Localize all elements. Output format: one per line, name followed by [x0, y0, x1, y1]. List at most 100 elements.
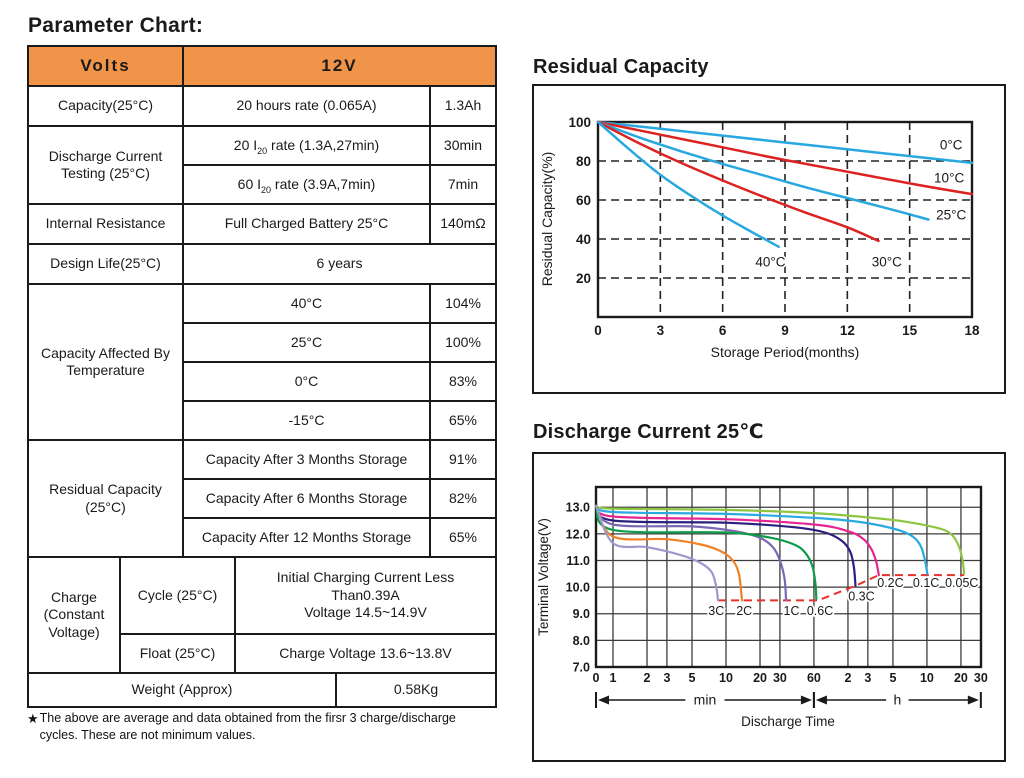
table-row: Discharge Current Testing (25°C) 20 I20 …: [27, 125, 497, 205]
residual-capacity-label: Residual Capacity (25°C): [27, 439, 184, 558]
footnote-line2: cycles. These are not minimum values.: [39, 727, 256, 742]
temp-0-value: 83%: [429, 361, 497, 402]
svg-text:20: 20: [753, 671, 767, 685]
weight-value: 0.58Kg: [335, 672, 497, 708]
svg-text:13.0: 13.0: [566, 501, 590, 515]
discharge-testing-value-2: 7min: [429, 164, 497, 205]
cycle-value-line3: Voltage 14.5~14.9V: [304, 604, 427, 621]
internal-resistance-value: 140mΩ: [429, 203, 497, 245]
svg-text:Discharge Time: Discharge Time: [741, 714, 835, 729]
star-icon: ★: [27, 711, 39, 726]
svg-text:Terminal Voltage(V): Terminal Voltage(V): [536, 518, 551, 636]
svg-text:1: 1: [610, 671, 617, 685]
svg-text:3C: 3C: [708, 604, 724, 618]
svg-text:6: 6: [719, 323, 727, 338]
temp-25-value: 100%: [429, 322, 497, 363]
storage-6m-label: Capacity After 6 Months Storage: [182, 478, 431, 519]
table-row: Float (25°C) Charge Voltage 13.6~13.8V: [28, 633, 497, 674]
rate2-subscript: 20: [261, 184, 272, 195]
svg-text:3: 3: [657, 323, 665, 338]
svg-text:h: h: [893, 692, 901, 708]
table-row: 60 I20 rate (3.9A,7min) 7min: [28, 164, 497, 205]
temp-25-label: 25°C: [182, 322, 431, 363]
discharge-testing-label: Discharge Current Testing (25°C): [27, 125, 184, 205]
discharge-current-chart-title: Discharge Current 25℃: [533, 421, 764, 443]
svg-text:0°C: 0°C: [940, 137, 963, 152]
svg-text:30°C: 30°C: [872, 254, 902, 269]
temp-0-label: 0°C: [182, 361, 431, 402]
table-row: Capacity Affected By Temperature 40°C 10…: [27, 283, 497, 441]
svg-text:100: 100: [568, 115, 591, 130]
temp-40-value: 104%: [429, 283, 497, 324]
svg-text:0.6C: 0.6C: [807, 604, 833, 618]
rate1-subscript: 20: [257, 145, 268, 156]
svg-text:30: 30: [773, 671, 787, 685]
svg-text:0.05C: 0.05C: [945, 576, 978, 590]
table-row: -15°C 65%: [28, 400, 497, 441]
svg-text:10.0: 10.0: [566, 581, 590, 595]
svg-text:2: 2: [644, 671, 651, 685]
discharge-testing-rate-1: 20 I20 rate (1.3A,27min): [182, 125, 431, 166]
svg-text:0: 0: [593, 671, 600, 685]
svg-text:10: 10: [920, 671, 934, 685]
footnote: ★ The above are average and data obtaine…: [27, 710, 456, 744]
discharge-testing-value-1: 30min: [429, 125, 497, 166]
svg-text:10: 10: [719, 671, 733, 685]
capacity-desc: 20 hours rate (0.065A): [182, 85, 431, 127]
page-title: Parameter Chart:: [28, 14, 204, 37]
svg-text:0.1C: 0.1C: [913, 576, 939, 590]
svg-text:20: 20: [576, 271, 591, 286]
table-row: Internal Resistance Full Charged Battery…: [27, 203, 497, 245]
internal-resistance-desc: Full Charged Battery 25°C: [182, 203, 431, 245]
capacity-label: Capacity(25°C): [27, 85, 184, 127]
storage-12m-value: 65%: [429, 517, 497, 558]
table-row: Capacity(25°C) 20 hours rate (0.065A) 1.…: [27, 85, 497, 127]
weight-label: Weight (Approx): [27, 672, 337, 708]
svg-text:3: 3: [663, 671, 670, 685]
svg-text:15: 15: [902, 323, 918, 338]
cycle-label: Cycle (25°C): [119, 556, 236, 635]
capacity-temperature-label: Capacity Affected By Temperature: [27, 283, 184, 441]
parameter-table: Volts 12V Capacity(25°C) 20 hours rate (…: [27, 45, 497, 708]
table-row: Weight (Approx) 0.58Kg: [27, 672, 497, 708]
svg-text:5: 5: [689, 671, 696, 685]
svg-text:0.3C: 0.3C: [848, 589, 874, 603]
internal-resistance-label: Internal Resistance: [27, 203, 184, 245]
residual-capacity-chart-title: Residual Capacity: [533, 56, 709, 78]
svg-text:11.0: 11.0: [566, 554, 590, 568]
temp-minus15-label: -15°C: [182, 400, 431, 441]
cycle-value: Initial Charging Current Less Than0.39A …: [234, 556, 497, 635]
footnote-line1: The above are average and data obtained …: [39, 711, 456, 725]
discharge-current-chart: 13.0 12.0 11.0 10.0 9.0 8.0 7.0 0 1 2 3 5 10 20 30 60 2 3…: [532, 452, 1006, 762]
storage-6m-value: 82%: [429, 478, 497, 519]
svg-text:0: 0: [594, 323, 602, 338]
svg-text:40: 40: [576, 232, 591, 247]
footnote-text: The above are average and data obtained …: [40, 710, 456, 744]
svg-text:9.0: 9.0: [573, 607, 590, 621]
table-row: 25°C 100%: [28, 322, 497, 363]
temp-minus15-value: 65%: [429, 400, 497, 441]
svg-text:40°C: 40°C: [755, 254, 785, 269]
svg-text:5: 5: [889, 671, 896, 685]
residual-capacity-plot: 100 80 60 40 20 0 3 6 9 12 15 18 Storage Period(mont…: [539, 115, 980, 360]
table-row: Capacity After 12 Months Storage 65%: [28, 517, 497, 558]
storage-12m-label: Capacity After 12 Months Storage: [182, 517, 431, 558]
temp-40-label: 40°C: [182, 283, 431, 324]
design-life-label: Design Life(25°C): [27, 243, 184, 285]
svg-text:min: min: [694, 692, 717, 708]
svg-text:Residual Capacity(%): Residual Capacity(%): [539, 152, 555, 287]
table-row: 0°C 83%: [28, 361, 497, 402]
table-header-volts: Volts: [27, 45, 184, 87]
svg-text:80: 80: [576, 154, 591, 169]
svg-text:1C: 1C: [784, 604, 800, 618]
svg-text:3: 3: [864, 671, 871, 685]
svg-text:10°C: 10°C: [934, 171, 964, 186]
svg-text:25°C: 25°C: [936, 208, 966, 223]
svg-text:9: 9: [781, 323, 789, 338]
discharge-testing-rate-2: 60 I20 rate (3.9A,7min): [182, 164, 431, 205]
storage-3m-value: 91%: [429, 439, 497, 480]
svg-text:18: 18: [964, 323, 980, 338]
capacity-value: 1.3Ah: [429, 85, 497, 127]
table-header-voltage: 12V: [182, 45, 497, 87]
rate2-rest: rate (3.9A,7min): [271, 175, 376, 192]
